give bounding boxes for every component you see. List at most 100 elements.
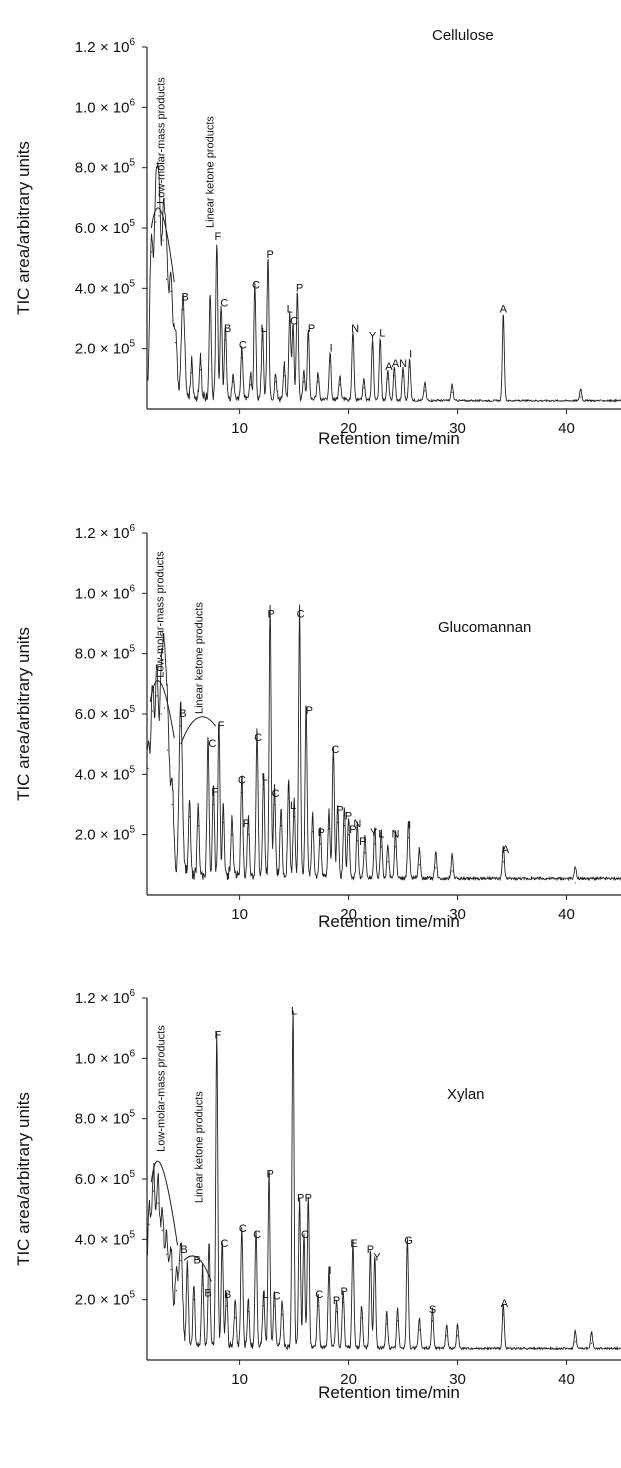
region-label: Linear ketone products (194, 1091, 206, 1203)
peak-point (312, 831, 314, 833)
y-tick-label: 2.0 × 105 (75, 1290, 136, 1309)
region-label: Low-molar-mass products (155, 77, 167, 204)
peak-point (166, 1253, 168, 1256)
y-tick-times-sign: × 10 (96, 220, 130, 237)
y-tick-exponent: 5 (129, 1169, 135, 1180)
peak-point (380, 846, 382, 848)
peak-point (269, 625, 271, 628)
y-tick-exponent: 5 (129, 278, 135, 289)
y-tick-times-sign: × 10 (96, 99, 130, 116)
linear-ketone-bracket (183, 1255, 212, 1282)
peak-label: P (268, 608, 275, 620)
peak-label: B (179, 708, 186, 720)
peak-point (247, 1311, 249, 1313)
peak-point (317, 381, 319, 383)
region-label: Low-molar-mass products (155, 1025, 167, 1152)
peak-point (336, 1311, 338, 1313)
x-axis-title: Retention time/min (318, 1383, 460, 1402)
peak-point (280, 825, 282, 827)
peak-point (361, 1317, 363, 1319)
peak-point (409, 366, 411, 368)
peak-label: C (253, 1229, 261, 1241)
peak-point (394, 846, 397, 848)
y-tick-times-sign: × 10 (96, 1050, 130, 1067)
peak-point (273, 803, 276, 806)
peak-point (157, 1202, 159, 1204)
peak-label: G (404, 1235, 413, 1247)
y-tick-label: 2.0 × 105 (75, 825, 136, 844)
x-tick-label: 30 (449, 420, 466, 437)
peak-point (256, 749, 258, 751)
peak-point (231, 834, 233, 836)
chart-title: Glucomannan (438, 619, 531, 636)
peak-label: P (297, 1193, 304, 1205)
peak-point (148, 1223, 150, 1225)
peak-point (273, 1305, 276, 1307)
peak-label: N (351, 323, 359, 335)
peak-point (241, 791, 243, 794)
peak-label: P (341, 1286, 348, 1298)
y-tick-exponent: 5 (129, 644, 135, 655)
peak-point (418, 864, 421, 866)
peak-point (247, 834, 249, 836)
peak-point (191, 372, 193, 374)
peak-label: P (336, 805, 343, 817)
peak-point (580, 396, 582, 398)
peak-label: F (243, 818, 250, 830)
y-tick-times-sign: × 10 (96, 646, 130, 663)
peak-point (293, 815, 295, 818)
peak-point (201, 1283, 204, 1286)
peak-point (262, 1305, 265, 1307)
y-tick-label: 1.2 × 106 (75, 988, 136, 1007)
x-tick-label: 40 (558, 906, 575, 923)
peak-label: I (330, 343, 333, 355)
y-tick-times-sign: × 10 (96, 827, 130, 844)
y-tick-times-sign: × 10 (96, 1111, 130, 1128)
y-tick-exponent: 5 (129, 1109, 135, 1120)
peak-label: C (239, 1223, 247, 1235)
y-tick-exponent: 5 (129, 1290, 135, 1301)
peak-point (207, 755, 209, 757)
peak-point (317, 1305, 319, 1307)
peak-label: F (214, 231, 221, 243)
peak-point (305, 722, 307, 724)
peak-label: L (262, 771, 268, 783)
y-tick-mantissa: 8.0 (75, 1111, 96, 1128)
peak-point (255, 1244, 257, 1246)
peak-point (292, 332, 294, 335)
y-tick-times-sign: × 10 (96, 341, 130, 358)
y-tick-label: 6.0 × 105 (75, 704, 136, 723)
y-tick-times-sign: × 10 (96, 280, 130, 297)
chromatogram-trace (147, 161, 621, 403)
peak-label: P (308, 323, 315, 335)
peak-point (222, 822, 224, 824)
peak-label: A (500, 303, 508, 315)
peak-point (347, 834, 350, 836)
y-tick-label: 8.0 × 105 (75, 644, 136, 663)
peak-point (171, 803, 173, 806)
x-tick-label: 10 (231, 1371, 248, 1388)
peak-point (298, 625, 301, 628)
y-tick-label: 4.0 × 105 (75, 278, 136, 297)
y-tick-exponent: 5 (129, 1229, 135, 1240)
peak-point (319, 843, 321, 845)
chromatogram-trace (147, 604, 621, 882)
peak-label: P (306, 705, 313, 717)
peak-point (193, 1299, 195, 1301)
peak-point (407, 837, 410, 839)
peak-label: N (353, 818, 361, 830)
peak-point (232, 381, 234, 383)
peak-point (332, 761, 334, 763)
y-tick-mantissa: 1.2 (75, 990, 96, 1007)
peak-point (502, 320, 504, 323)
peak-point (369, 1259, 371, 1262)
peak-point (288, 797, 290, 800)
peak-point (221, 1253, 223, 1256)
peak-label: C (332, 744, 340, 756)
peak-label: L (291, 1006, 297, 1018)
peak-point (307, 339, 309, 341)
peak-point (328, 1280, 330, 1283)
peak-point (241, 1238, 243, 1240)
y-tick-label: 4.0 × 105 (75, 764, 136, 783)
